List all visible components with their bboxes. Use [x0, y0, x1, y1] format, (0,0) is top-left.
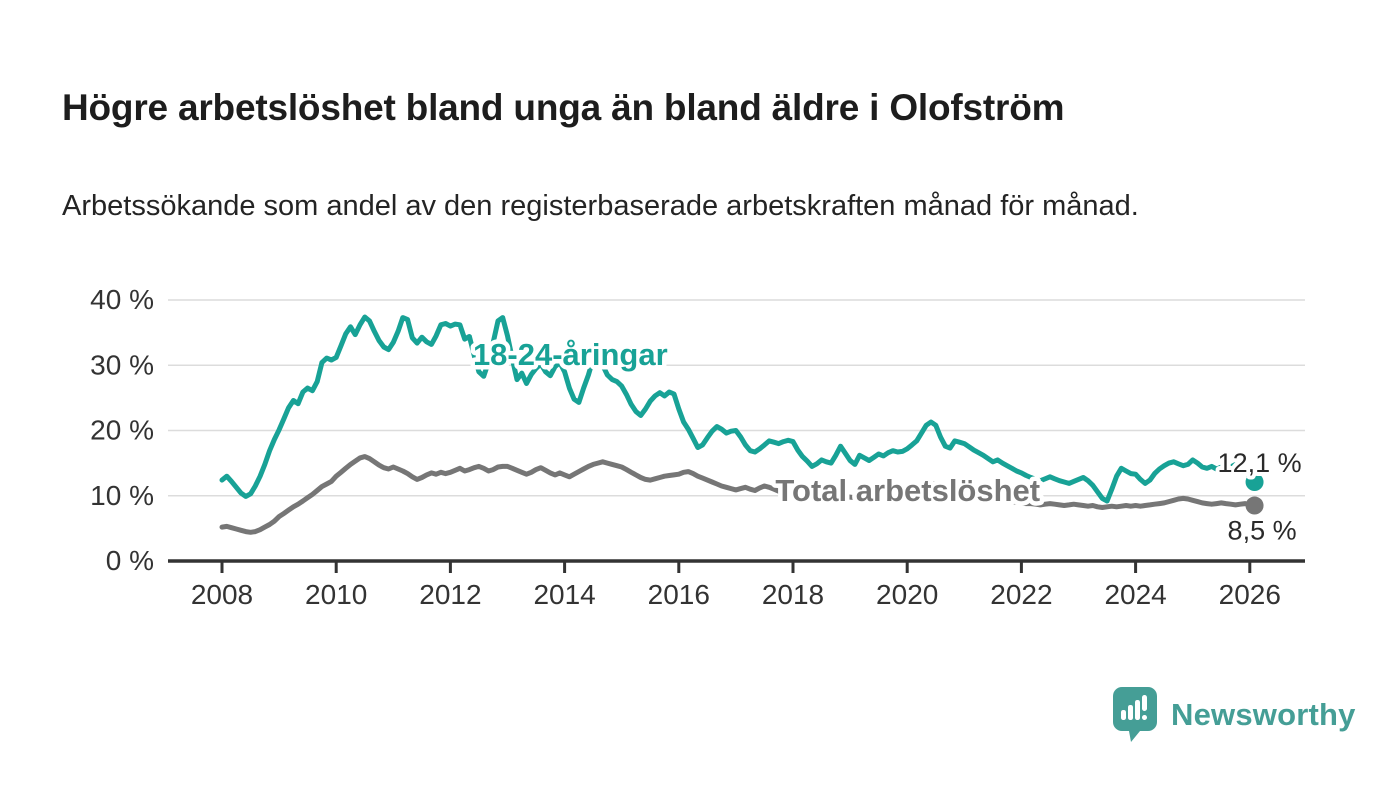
x-tick-label: 2022: [990, 579, 1052, 610]
series-label-youth: 18-24-åringar: [473, 337, 668, 372]
page-title: Högre arbetslöshet bland unga än bland ä…: [62, 86, 1065, 128]
x-tick-label: 2018: [762, 579, 824, 610]
y-tick-label: 0 %: [106, 545, 154, 576]
chart-axis: [168, 559, 1305, 573]
chart-end-annotations: 8,5 % 12,1 %: [1214, 444, 1306, 549]
x-tick-label: 2024: [1104, 579, 1166, 610]
series-line-total: [219, 454, 1258, 535]
end-value-label-youth: 12,1 %: [1218, 448, 1302, 478]
logo-exclamation-bar: [1142, 695, 1147, 711]
y-tick-label: 20 %: [90, 415, 154, 446]
end-dot-total: [1245, 496, 1264, 515]
x-tick-label: 2014: [533, 579, 595, 610]
x-tick-label: 2012: [419, 579, 481, 610]
x-tick-label: 2020: [876, 579, 938, 610]
newsworthy-logo-icon: [1113, 687, 1157, 742]
end-dot-youth: [1245, 473, 1264, 492]
x-tick-label: 2016: [648, 579, 710, 610]
x-tick-label: 2008: [191, 579, 253, 610]
x-tick-label: 2010: [305, 579, 367, 610]
logo-bar-1: [1121, 710, 1126, 720]
chart-inline-labels: Total arbetslöshet 18-24-åringar: [468, 333, 1044, 513]
end-value-label-total: 8,5 %: [1228, 516, 1297, 546]
y-tick-label: 30 %: [90, 349, 154, 380]
series-line-youth: [219, 314, 1258, 504]
newsworthy-wordmark: Newsworthy: [1171, 697, 1356, 732]
chart-series: [219, 314, 1258, 535]
logo-bar-3: [1135, 700, 1140, 720]
chart-axis-labels: 2008 2010 2012 2014 2016 2018 2020 2022 2024 2026…: [90, 284, 1281, 610]
x-tick-label: 2026: [1219, 579, 1281, 610]
y-tick-label: 10 %: [90, 480, 154, 511]
logo-bar-2: [1128, 705, 1133, 720]
logo-exclamation-dot: [1142, 715, 1147, 720]
y-tick-label: 40 %: [90, 284, 154, 315]
series-label-total: Total arbetslöshet: [775, 473, 1040, 508]
newsworthy-logo[interactable]: Newsworthy: [1112, 686, 1356, 744]
page-subtitle: Arbetssökande som andel av den registerb…: [62, 190, 1139, 222]
chart-gridlines: [168, 299, 1305, 497]
